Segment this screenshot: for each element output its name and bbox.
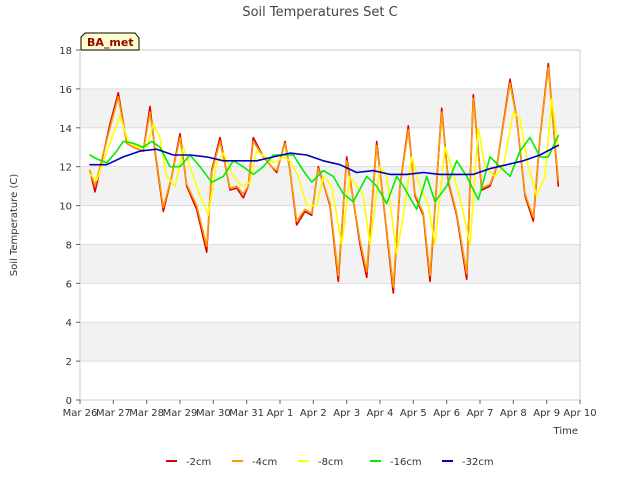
x-tick-label: Mar 31 [229,408,264,419]
plot-band [80,361,580,400]
plot-band [80,244,580,284]
x-tick-label: Mar 30 [196,408,231,419]
x-axis-label: Time [553,426,578,437]
legend-label: -8cm [318,457,343,468]
legend-label: -2cm [186,457,211,468]
series-line-4cm [89,66,560,288]
plot-band [80,322,580,362]
plot-band [80,166,580,206]
series-lines [89,62,560,294]
x-tick-label: Apr 5 [400,408,427,419]
y-axis-label: Soil Temperature (C) [9,174,20,277]
x-tick-label: Apr 6 [433,408,460,419]
x-tick-label: Apr 1 [267,408,294,419]
x-tick-label: Apr 10 [563,408,596,419]
x-tick-label: Apr 7 [467,408,494,419]
x-tick-label: Mar 28 [129,408,164,419]
x-tick-label: Apr 4 [367,408,394,419]
badge-shape [80,32,140,51]
y-tick-label: 0 [66,396,72,407]
x-tick-label: Mar 26 [63,408,98,419]
legend-label: -32cm [462,457,494,468]
y-tick-label: 16 [59,85,72,96]
y-tick-label: 10 [59,202,72,213]
station-badge: BA_met [80,32,140,51]
legend-label: -16cm [390,457,422,468]
legend: -2cm -4cm -8cm -16cm -32cm [166,457,494,468]
series-line-32cm [89,144,560,176]
y-tick-label: 2 [66,357,72,368]
y-tick-label: 6 [66,279,72,290]
legend-label: -4cm [252,457,277,468]
y-tick-label: 14 [59,124,72,135]
y-tick-label: 18 [59,46,72,57]
plot-band [80,283,580,323]
chart-title: Soil Temperatures Set C [242,5,397,20]
y-tick-label: 12 [59,163,72,174]
y-tick-label: 4 [66,318,72,329]
y-axis-ticks: 0 2 4 6 8 10 12 14 16 18 [59,46,80,407]
x-tick-label: Apr 2 [300,408,327,419]
series-line-8cm [89,97,560,255]
x-tick-label: Apr 8 [500,408,527,419]
plot-background-bands [80,50,580,400]
badge-text: BA_met [87,36,134,49]
plot-frame [79,49,581,401]
x-tick-label: Apr 9 [533,408,560,419]
y-tick-label: 8 [66,240,72,251]
x-tick-label: Mar 29 [163,408,198,419]
plot-band [80,50,580,89]
x-tick-label: Mar 27 [96,408,131,419]
x-tick-label: Apr 3 [333,408,360,419]
series-line-16cm [89,134,560,211]
plot-band [80,88,580,128]
